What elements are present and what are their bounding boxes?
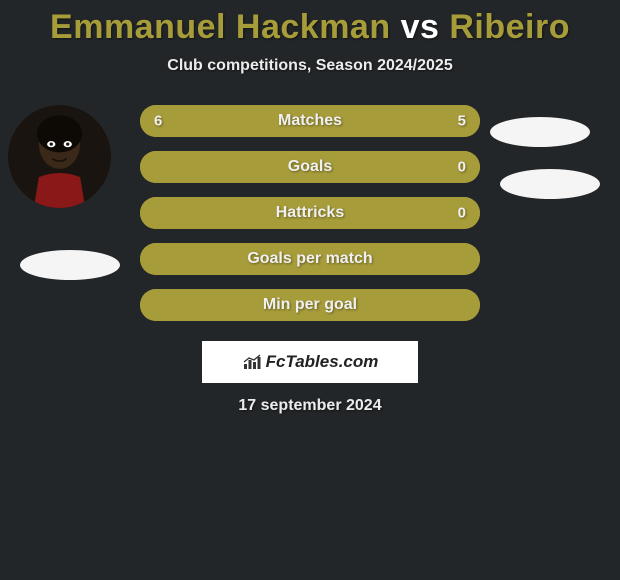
stat-label: Hattricks [276,204,344,222]
stat-label: Goals per match [247,250,372,268]
stat-label: Min per goal [263,296,357,314]
stat-bar-goals-per-match: Goals per match [140,243,480,275]
chart-icon [242,353,262,371]
stat-bar-goals: Goals 0 [140,151,480,183]
stat-value-right: 5 [458,113,466,130]
stat-label: Matches [278,112,342,130]
stat-value-right: 0 [458,205,466,222]
player-right-name: Ribeiro [449,8,570,46]
stat-label: Goals [288,158,332,176]
page-title: Emmanuel Hackman vs Ribeiro [50,8,570,47]
stat-bar-min-per-goal: Min per goal [140,289,480,321]
stat-bar-matches: 6 Matches 5 [140,105,480,137]
vs-text: vs [391,8,450,46]
player-left-avatar [8,105,111,208]
logo-box: FcTables.com [202,341,418,383]
stat-value-left: 6 [154,113,162,130]
date-text: 17 september 2024 [238,397,381,415]
player-left-name: Emmanuel Hackman [50,8,391,46]
logo-text: FcTables.com [266,352,379,372]
placeholder-ellipse-right-2 [500,169,600,199]
stat-value-right: 0 [458,159,466,176]
subtitle: Club competitions, Season 2024/2025 [167,57,452,75]
stat-bars: 6 Matches 5 Goals 0 Hattricks 0 [140,105,480,321]
chart-area: 6 Matches 5 Goals 0 Hattricks 0 [0,105,620,415]
placeholder-ellipse-left [20,250,120,280]
stat-bar-hattricks: Hattricks 0 [140,197,480,229]
comparison-card: Emmanuel Hackman vs Ribeiro Club competi… [0,0,620,415]
placeholder-ellipse-right-1 [490,117,590,147]
